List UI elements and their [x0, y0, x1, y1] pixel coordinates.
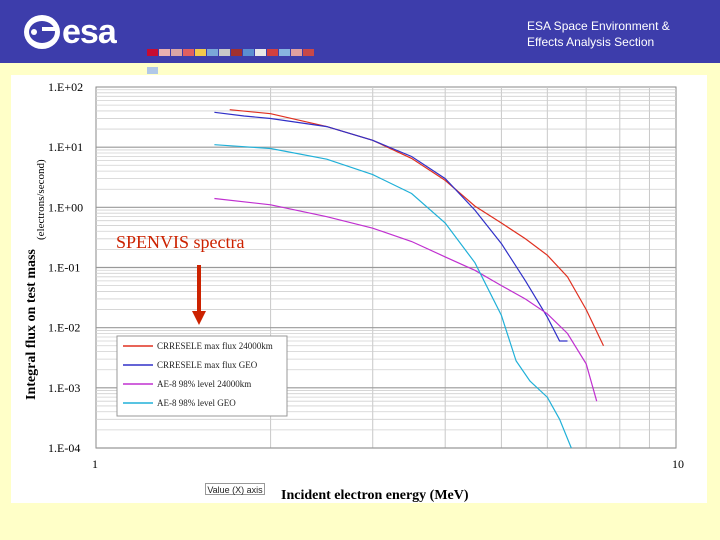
y-tick-label: 1.E+02 [48, 80, 83, 94]
series-lines [214, 109, 605, 449]
y-tick-label: 1.E-03 [48, 381, 80, 395]
legend-entry: CRRESELE max flux GEO [157, 360, 258, 370]
axis-ticks: 1.E+02 1.E+01 1.E+00 1.E-01 1.E-02 1.E-03 1.E-… [48, 80, 684, 471]
legend-entry: AE-8 98% level GEO [157, 398, 236, 408]
series-line-2 [214, 197, 598, 402]
y-axis-title: Integral flux on test mass [24, 249, 39, 400]
flag-14 [147, 67, 158, 74]
flag-6 [219, 49, 230, 56]
annotation-arrow-head [192, 311, 206, 325]
y-tick-label: 1.E-02 [48, 321, 80, 335]
flag-9 [255, 49, 266, 56]
x-tick-label: 1 [92, 457, 98, 471]
y-tick-label: 1.E+00 [48, 200, 83, 214]
flag-3 [183, 49, 194, 56]
y-tick-label: 1.E+01 [48, 140, 83, 154]
flag-5 [207, 49, 218, 56]
flag-1 [159, 49, 170, 56]
x-tick-label: 10 [672, 457, 684, 471]
value-axis-label: Value (X) axis [205, 483, 265, 495]
y-tick-label: 1.E-04 [48, 441, 80, 455]
member-state-flags [147, 43, 322, 74]
annotation-group: SPENVIS spectra [116, 232, 245, 325]
flag-2 [171, 49, 182, 56]
flag-4 [195, 49, 206, 56]
flux-chart: 1.E+02 1.E+01 1.E+00 1.E-01 1.E-02 1.E-03 1.E-… [24, 80, 684, 503]
x-axis-title: Incident electron energy (MeV) [281, 488, 469, 503]
y-axis-unit: (electrons/second) [35, 159, 47, 240]
header-bar: esa ESA Space Environment & Effects Anal… [0, 0, 720, 74]
section-title-line2: Effects Analysis Section [527, 35, 655, 49]
chart-panel: 1.E+02 1.E+01 1.E+00 1.E-01 1.E-02 1.E-03 1.E-… [11, 75, 707, 503]
logo-text: esa [62, 13, 117, 51]
series-line-3 [214, 144, 572, 449]
section-title: ESA Space Environment & Effects Analysis… [527, 18, 717, 50]
annotation-text: SPENVIS spectra [116, 232, 245, 252]
chart-legend: CRRESELE max flux 24000km CRRESELE max fl… [116, 335, 288, 417]
flag-11 [279, 49, 290, 56]
flag-8 [243, 49, 254, 56]
section-title-line1: ESA Space Environment & [527, 19, 670, 33]
y-tick-label: 1.E-01 [48, 261, 80, 275]
flag-13 [303, 49, 314, 56]
legend-entry: CRRESELE max flux 24000km [157, 341, 273, 351]
series-line-1 [214, 111, 568, 342]
flag-12 [291, 49, 302, 56]
esa-logo: esa [22, 10, 322, 74]
flag-7 [231, 49, 242, 56]
flag-0 [147, 49, 158, 56]
flag-10 [267, 49, 278, 56]
legend-entry: AE-8 98% level 24000km [157, 379, 251, 389]
esa-emblem-icon [24, 15, 60, 49]
